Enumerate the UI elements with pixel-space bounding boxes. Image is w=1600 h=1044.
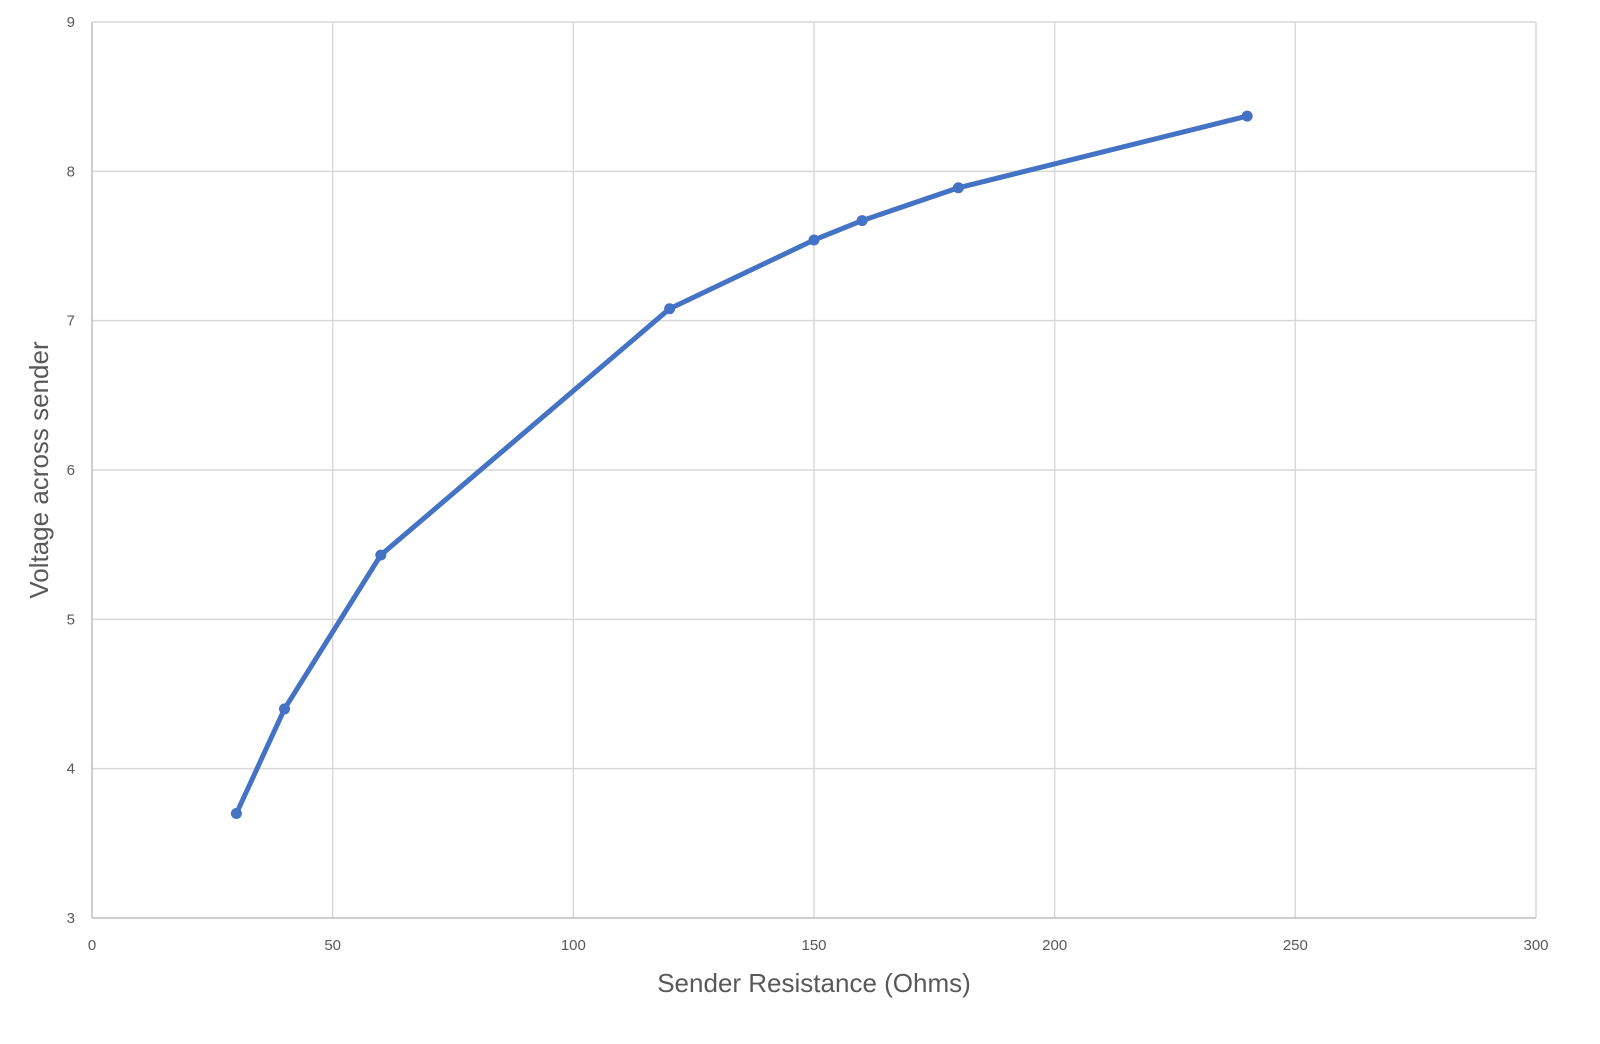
x-tick-label: 0 (88, 937, 96, 954)
x-tick-label: 250 (1283, 937, 1308, 954)
axes (91, 22, 1536, 919)
x-axis-title: Sender Resistance (Ohms) (657, 968, 971, 998)
data-point (279, 703, 291, 715)
data-point (952, 182, 964, 194)
y-tick-label: 4 (67, 761, 75, 778)
grid (92, 21, 1537, 918)
axis-titles: Sender Resistance (Ohms) Voltage across … (24, 341, 971, 998)
y-axis-title: Voltage across sender (24, 341, 54, 599)
y-tick-label: 8 (67, 163, 75, 180)
x-tick-label: 50 (324, 937, 341, 954)
series (230, 110, 1253, 819)
data-point (856, 215, 868, 227)
x-tick-label: 200 (1042, 937, 1067, 954)
y-tick-label: 9 (67, 14, 75, 31)
data-point (808, 234, 820, 246)
data-point (1241, 110, 1253, 122)
data-point (664, 303, 676, 315)
data-point (230, 807, 242, 819)
data-point (375, 549, 387, 561)
x-tick-label: 300 (1523, 937, 1548, 954)
x-tick-label: 150 (801, 937, 826, 954)
y-tick-label: 6 (67, 462, 75, 479)
y-tick-label: 3 (67, 910, 75, 927)
y-tick-label: 7 (67, 313, 75, 330)
x-tick-label: 100 (561, 937, 586, 954)
series-line (233, 113, 1250, 816)
tick-labels: 3 4 5 6 7 8 9 0 50 100 150 200 250 300 (67, 14, 1549, 954)
y-tick-label: 5 (67, 611, 75, 628)
